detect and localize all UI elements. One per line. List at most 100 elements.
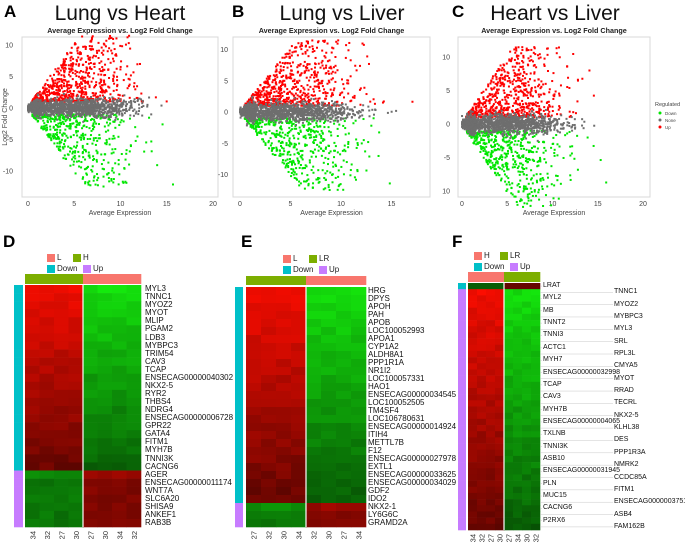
scatter-point-none	[69, 108, 72, 111]
scatter-point-down	[43, 122, 46, 125]
scatter-point-none	[308, 114, 311, 117]
scatter-point-none	[129, 114, 132, 117]
scatter-point-up	[284, 98, 287, 101]
scatter-point-up	[79, 69, 82, 72]
scatter-point-down	[282, 153, 285, 156]
scatter-point-down	[88, 114, 91, 117]
scatter-point-none	[250, 103, 253, 106]
scatter-point-up	[300, 72, 303, 75]
scatter-point-down	[302, 135, 305, 138]
scatter-point-down	[334, 145, 337, 148]
scatter-point-none	[319, 107, 322, 110]
scatter-point-down	[298, 142, 301, 145]
scatter-point-down	[59, 122, 62, 125]
scatter-point-up	[112, 38, 115, 41]
scatter-point-none	[251, 113, 254, 116]
scatter-point-down	[102, 185, 105, 188]
scatter-point-up	[72, 57, 75, 60]
scatter-point-down	[84, 182, 87, 185]
scatter-point-down	[50, 120, 53, 123]
scatter-point-none	[275, 108, 278, 111]
scatter-point-down	[53, 119, 56, 122]
scatter-point-down	[88, 180, 91, 183]
scatter-point-up	[103, 79, 106, 82]
scatter-point-none	[92, 112, 95, 115]
scatter-point-down	[306, 129, 309, 132]
scatter-point-up	[347, 92, 350, 95]
scatter-point-down	[303, 124, 306, 127]
scatter-point-up	[328, 66, 331, 69]
scatter-point-none	[315, 104, 318, 107]
scatter-point-none	[332, 112, 335, 115]
scatter-point-down	[285, 121, 288, 124]
scatter-point-up	[85, 66, 88, 69]
scatter-point-none	[37, 114, 40, 117]
scatter-point-down	[116, 118, 119, 121]
scatter-point-none	[59, 103, 62, 106]
scatter-point-down	[90, 129, 93, 132]
scatter-point-down	[312, 151, 315, 154]
scatter-point-down	[124, 180, 127, 183]
scatter-point-down	[288, 158, 291, 161]
scatter-point-down	[66, 136, 69, 139]
scatter-point-up	[307, 92, 310, 95]
scatter-point-down	[281, 161, 284, 164]
x-tick-label: 0	[26, 201, 30, 208]
scatter-point-up	[90, 38, 93, 41]
scatter-point-down	[247, 121, 250, 124]
scatter-point-none	[94, 99, 97, 102]
scatter-point-down	[353, 176, 356, 179]
scatter-point-none	[77, 95, 80, 98]
scatter-point-none	[303, 113, 306, 116]
scatter-point-none	[315, 117, 318, 120]
scatter-point-down	[297, 132, 300, 135]
scatter-point-down	[292, 146, 295, 149]
scatter-point-down	[291, 123, 294, 126]
scatter-point-up	[121, 94, 124, 97]
scatter-point-down	[72, 114, 75, 117]
scatter-point-down	[337, 185, 340, 188]
scatter-point-up	[261, 100, 264, 103]
scatter-point-down	[316, 125, 319, 128]
scatter-point-up	[286, 88, 289, 91]
scatter-point-up	[69, 59, 72, 62]
scatter-point-none	[160, 104, 163, 107]
scatter-point-up	[296, 88, 299, 91]
scatter-point-none	[108, 103, 111, 106]
scatter-point-none	[242, 109, 245, 112]
scatter-point-up	[70, 69, 73, 72]
scatter-point-none	[45, 105, 48, 108]
scatter-point-none	[67, 100, 70, 103]
scatter-point-up	[109, 37, 112, 40]
scatter-point-down	[323, 121, 326, 124]
scatter-point-up	[80, 89, 83, 92]
scatter-point-none	[28, 108, 31, 111]
scatter-point-none	[48, 103, 51, 106]
scatter-point-down	[125, 181, 128, 184]
scatter-point-down	[313, 131, 316, 134]
scatter-point-up	[60, 84, 63, 87]
scatter-point-down	[273, 153, 276, 156]
scatter-point-down	[125, 149, 128, 152]
scatter-point-down	[283, 162, 286, 165]
scatter-point-down	[281, 146, 284, 149]
scatter-point-down	[323, 177, 326, 180]
scatter-point-up	[85, 69, 88, 72]
scatter-point-up	[95, 81, 98, 84]
scatter-point-up	[533, 79, 536, 82]
scatter-point-up	[287, 98, 290, 101]
panel-title-b: Lung vs Liver	[279, 2, 405, 25]
scatter-point-down	[268, 123, 271, 126]
scatter-point-up	[315, 100, 318, 103]
scatter-point-up	[33, 97, 36, 100]
scatter-point-none	[290, 109, 293, 112]
scatter-point-none	[309, 111, 312, 114]
scatter-point-none	[108, 108, 111, 111]
scatter-point-up	[305, 40, 308, 43]
scatter-point-none	[390, 110, 393, 113]
scatter-point-down	[527, 197, 530, 200]
scatter-point-none	[87, 104, 90, 107]
scatter-point-none	[52, 104, 55, 107]
scatter-point-up	[44, 94, 47, 97]
scatter-point-none	[330, 100, 333, 103]
